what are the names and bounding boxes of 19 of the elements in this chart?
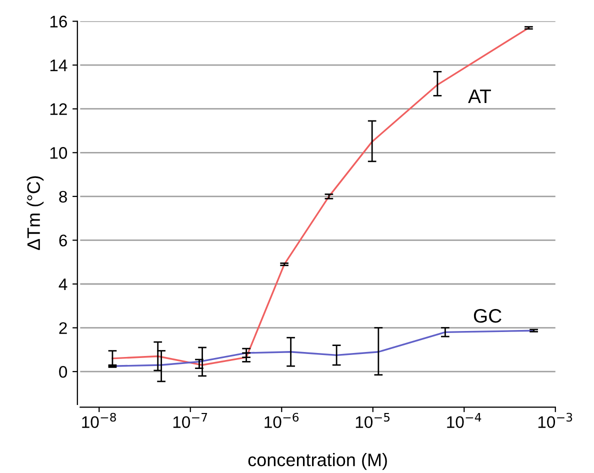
y-tick-label: 12 — [50, 103, 67, 115]
x-tick-label: 10$^{−7}$ — [173, 412, 208, 428]
y-axis-title: ΔTm (°C) — [26, 176, 44, 250]
y-tick-label: 16 — [50, 16, 67, 28]
series-label: GC — [474, 309, 502, 323]
x-tick-label: 10$^{−5}$ — [356, 412, 390, 428]
series-label: AT — [468, 90, 491, 103]
y-tick-label: 14 — [50, 60, 68, 72]
y-tick-label: 0 — [59, 366, 68, 378]
x-tick-label: 10$^{−4}$ — [447, 412, 482, 428]
x-tick-label: 10$^{−8}$ — [82, 412, 116, 428]
x-axis-title: concentration (M) — [248, 453, 387, 470]
y-tick-label: 8 — [59, 190, 67, 203]
y-tick-label: 4 — [58, 278, 68, 290]
y-tick-label: 2 — [59, 322, 67, 334]
y-tick-label: 6 — [59, 234, 67, 246]
x-tick-label: 10$^{−6}$ — [264, 412, 299, 428]
x-tick-label: 10$^{−3}$ — [538, 412, 572, 428]
y-tick-label: 10 — [50, 147, 68, 159]
